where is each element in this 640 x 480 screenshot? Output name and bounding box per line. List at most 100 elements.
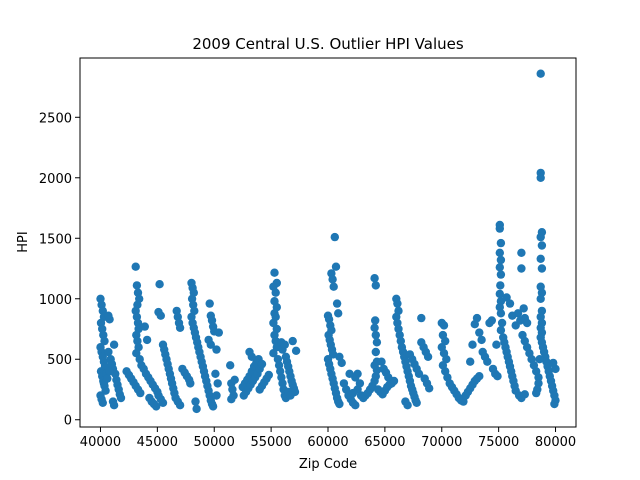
data-point — [345, 369, 354, 378]
data-point — [496, 309, 506, 318]
data-point — [487, 316, 496, 325]
data-point — [288, 336, 297, 346]
data-point — [475, 328, 484, 337]
data-point — [472, 313, 482, 323]
data-point — [534, 373, 543, 382]
data-point — [403, 401, 412, 410]
y-tick-label: 2000 — [39, 172, 72, 187]
data-point — [103, 374, 112, 383]
data-point — [335, 399, 344, 409]
data-point — [439, 321, 449, 330]
data-point — [191, 397, 200, 406]
data-point — [192, 404, 201, 414]
data-point — [513, 309, 523, 318]
data-point — [213, 379, 222, 388]
data-point — [492, 340, 501, 349]
data-point — [425, 384, 434, 393]
data-point — [475, 372, 484, 381]
data-point — [517, 264, 526, 273]
data-point — [371, 281, 380, 290]
data-point — [502, 293, 511, 302]
data-point — [264, 370, 273, 380]
data-point — [208, 402, 218, 411]
data-point — [517, 248, 526, 257]
data-point — [291, 346, 301, 355]
x-tick-label: 55000 — [250, 435, 291, 450]
data-point — [175, 401, 185, 410]
x-tick-label: 65000 — [364, 435, 405, 450]
data-point — [393, 299, 402, 308]
data-point — [212, 345, 221, 354]
data-point — [140, 322, 149, 331]
x-tick-label: 50000 — [194, 435, 235, 450]
data-point — [423, 352, 433, 361]
data-point — [286, 391, 295, 400]
data-point — [131, 262, 140, 271]
x-tick-label: 60000 — [307, 435, 348, 450]
data-point — [136, 388, 145, 398]
data-point — [271, 288, 280, 297]
data-point — [351, 401, 360, 410]
y-axis-label: HPI — [16, 231, 31, 252]
data-point — [372, 338, 382, 347]
x-tick-label: 80000 — [535, 435, 576, 450]
data-points — [96, 69, 560, 414]
x-tick-label: 45000 — [137, 435, 178, 450]
x-axis: 40000 45000 50000 55000 60000 65000 70000 75000… — [80, 427, 576, 450]
y-tick-label: 0 — [64, 414, 72, 429]
x-axis-label: Zip Code — [299, 457, 357, 472]
data-point — [536, 69, 545, 78]
data-point — [280, 340, 289, 349]
data-point — [214, 328, 223, 337]
data-point — [496, 270, 506, 279]
data-point — [132, 281, 142, 290]
data-point — [495, 289, 504, 299]
data-point — [483, 357, 492, 366]
data-point — [331, 262, 341, 271]
data-point — [269, 349, 278, 358]
data-point — [495, 263, 504, 272]
plot-frame — [79, 57, 577, 428]
data-point — [104, 347, 113, 357]
data-point — [337, 358, 346, 368]
data-point — [206, 340, 215, 349]
data-point — [270, 268, 279, 277]
data-point — [536, 254, 545, 263]
data-point — [537, 241, 547, 250]
data-point — [155, 280, 164, 289]
x-tick-label: 75000 — [478, 435, 519, 450]
x-tick-label: 70000 — [421, 435, 462, 450]
data-point — [156, 311, 165, 320]
data-point — [505, 299, 515, 308]
data-point — [477, 335, 486, 345]
data-point — [536, 232, 545, 242]
data-point — [332, 299, 342, 308]
data-point — [226, 361, 235, 370]
data-point — [142, 335, 152, 345]
data-point — [212, 391, 221, 400]
data-point — [496, 326, 506, 335]
data-point — [105, 315, 114, 324]
data-point — [247, 352, 256, 361]
data-point — [158, 398, 168, 407]
data-point — [522, 318, 532, 328]
data-point — [230, 375, 239, 384]
data-point — [377, 357, 386, 366]
data-point — [417, 313, 426, 323]
x-tick-label: 40000 — [80, 435, 121, 450]
data-point — [550, 399, 559, 409]
data-point — [384, 373, 393, 382]
y-tick-label: 500 — [47, 353, 72, 368]
data-point — [414, 369, 424, 378]
data-point — [371, 347, 380, 357]
data-point — [370, 274, 379, 283]
data-point — [495, 248, 504, 257]
data-point — [348, 388, 358, 398]
chart-title: 2009 Central U.S. Outlier HPI Values — [192, 35, 464, 53]
data-point — [328, 275, 337, 284]
data-point — [468, 340, 477, 349]
data-point — [355, 379, 365, 388]
data-point — [371, 316, 380, 325]
data-point — [329, 282, 338, 291]
